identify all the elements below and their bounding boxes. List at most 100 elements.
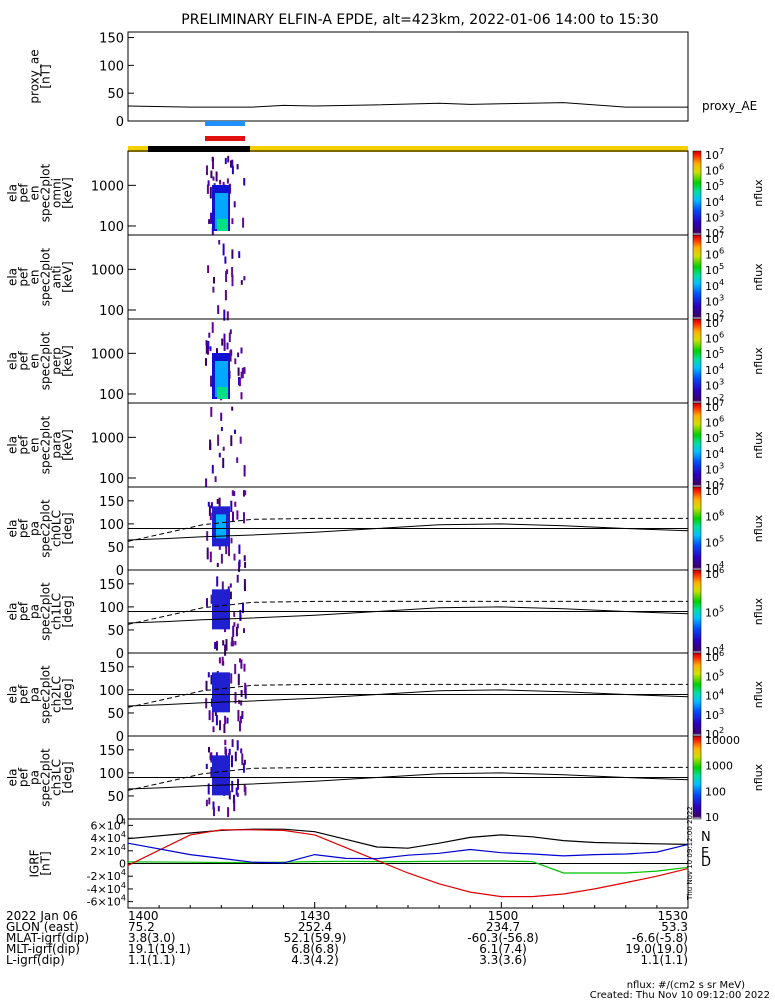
ch1LC-ytick-label: 0 xyxy=(116,647,124,662)
omni-data-pixel xyxy=(211,156,214,162)
ch2LC-data-pixel xyxy=(210,674,213,685)
omni-data-pixel xyxy=(227,155,230,163)
ch0LC-colorbar-label: nflux xyxy=(752,514,765,542)
ch0LC-data-pixel xyxy=(233,553,236,561)
ch2LC-data-pixel xyxy=(240,700,243,706)
time-axis-value: 252.4 xyxy=(298,920,332,934)
ch1LC-data-pixel xyxy=(229,591,232,600)
anti-data-pixel xyxy=(217,305,220,314)
para-data-pixel xyxy=(222,446,225,451)
panel-label-line: IGRF xyxy=(28,849,42,877)
ch0LC-data-pixel xyxy=(207,501,210,507)
ch1LC-data-pixel xyxy=(235,626,238,637)
anti-frame xyxy=(127,234,689,320)
panel-label-line: [deg] xyxy=(61,762,75,794)
time-axis-row-label: GLON (east) xyxy=(6,920,79,934)
time-axis-value: 1430 xyxy=(300,909,331,923)
ch1LC-data-pixel xyxy=(216,576,219,587)
panel-label-line: ch0LC xyxy=(50,510,64,547)
ch2LC-data-pixel xyxy=(211,712,214,723)
perp-data-pixel xyxy=(205,358,207,366)
anti-data-pixel xyxy=(226,311,229,321)
anti-colorbar-tick: 106 xyxy=(705,246,724,262)
para-data-pixel xyxy=(222,457,225,468)
perp-data-pixel xyxy=(238,377,241,387)
ch0LC-data-pixel xyxy=(234,501,237,507)
anti-ytick-label: 100 xyxy=(99,304,124,319)
ch3LC-data-pixel xyxy=(243,759,246,765)
perp-data-pixel xyxy=(240,347,243,354)
ch2LC-data-pixel xyxy=(219,720,221,731)
ch1LC-data-pixel xyxy=(229,583,232,588)
ch2LC-data-pixel xyxy=(237,673,240,686)
igrf-legend-N: N xyxy=(701,830,711,845)
omni-data-pixel xyxy=(231,159,234,168)
ch1LC-anti-loss-cone xyxy=(127,600,688,625)
ch3LC-data-pixel xyxy=(225,748,227,760)
panel-label-line: ela xyxy=(6,519,20,537)
igrf-ytick-label: -4×104 xyxy=(87,880,126,896)
anti-data-pixel xyxy=(240,280,243,285)
ch1LC-colorbar-tick: 105 xyxy=(705,604,724,620)
ch2LC-data-pixel xyxy=(239,716,242,724)
ch1LC-colorbar-tick: 106 xyxy=(705,565,724,581)
panel-label-line: [nT] xyxy=(39,851,53,875)
para-data-pixel xyxy=(220,427,223,431)
anti-data-pixel xyxy=(231,249,234,259)
perp-data-pixel xyxy=(207,341,210,349)
panel-label-line: [keV] xyxy=(61,261,75,292)
ch3LC-ytick-label: 0 xyxy=(116,813,124,828)
ch1LC-data-pixel xyxy=(239,609,242,621)
time-axis-value: 3.3(3.6) xyxy=(479,953,527,967)
para-data-pixel xyxy=(236,457,239,463)
panel-label-line: pef xyxy=(17,183,31,203)
omni-data-pixel xyxy=(243,178,246,186)
ch0LC-data-pixel xyxy=(209,551,212,563)
panel-label-line: ela xyxy=(6,268,20,286)
ch2LC-data-pixel xyxy=(221,656,224,666)
panel-label-line: [deg] xyxy=(61,596,75,628)
ch3LC-ytick-label: 50 xyxy=(107,790,124,805)
ch0LC-data-pixel xyxy=(209,512,212,521)
time-axis-value: 1.1(1.1) xyxy=(128,953,176,967)
ch0LC-data-pixel xyxy=(230,500,233,512)
ch2LC-data-pixel xyxy=(240,690,243,697)
perp-data-pixel xyxy=(221,338,224,346)
perp-data-pixel xyxy=(229,329,232,335)
omni-data-pixel xyxy=(233,201,236,208)
anti-colorbar-label: nflux xyxy=(752,263,765,291)
ch2LC-colorbar-tick: 102 xyxy=(705,725,724,741)
ch1LC-panel: 0 50 100 150 104 105 106 nflux xyxy=(99,565,765,662)
ch2LC-data-pixel xyxy=(238,699,241,705)
ch1LC-data-pixel xyxy=(236,623,239,629)
ch0LC-data-pixel xyxy=(243,512,245,524)
panel-label-line: pef xyxy=(17,684,31,704)
ch1LC-data-pixel xyxy=(230,641,233,647)
anti-data-pixel xyxy=(231,274,234,287)
ch1LC-data-pixel xyxy=(214,642,217,649)
igrf-ytick-label: 4×104 xyxy=(91,829,126,845)
ch2LC-ytick-label: 50 xyxy=(107,707,124,722)
ch0LC-data-pixel xyxy=(232,511,234,522)
panel-label-line: pef xyxy=(17,351,31,371)
perp-ytick-label: 1000 xyxy=(91,347,124,362)
anti-data-pixel xyxy=(225,270,228,282)
time-axis-row-label: MLT-igrf(dip) xyxy=(6,942,80,956)
ch0LC-data-pixel xyxy=(243,490,245,497)
time-axis-value: 19.0(19.0) xyxy=(625,942,688,956)
perp-data-pixel xyxy=(223,340,226,351)
panel-label-line: pa xyxy=(28,521,42,536)
ch3LC-data-pixel xyxy=(210,767,213,778)
omni-data-pixel xyxy=(236,164,239,170)
anti-colorbar-tick: 107 xyxy=(705,230,724,246)
ch0LC-data-pixel xyxy=(220,553,223,564)
panel-labels: proxy_ae[nT]elapefenspec2plotomni[keV]el… xyxy=(6,49,75,877)
ch2LC-data-pixel xyxy=(205,698,208,709)
panel-label-line: [deg] xyxy=(61,513,75,545)
ch2LC-ytick-label: 150 xyxy=(99,661,124,676)
omni-data-pixel xyxy=(206,184,209,194)
ch1LC-ytick-label: 100 xyxy=(99,601,124,616)
ch1LC-ytick-label: 50 xyxy=(107,624,124,639)
time-axis-value: 1500 xyxy=(488,909,519,923)
anti-ytick-label: 1000 xyxy=(91,263,124,278)
